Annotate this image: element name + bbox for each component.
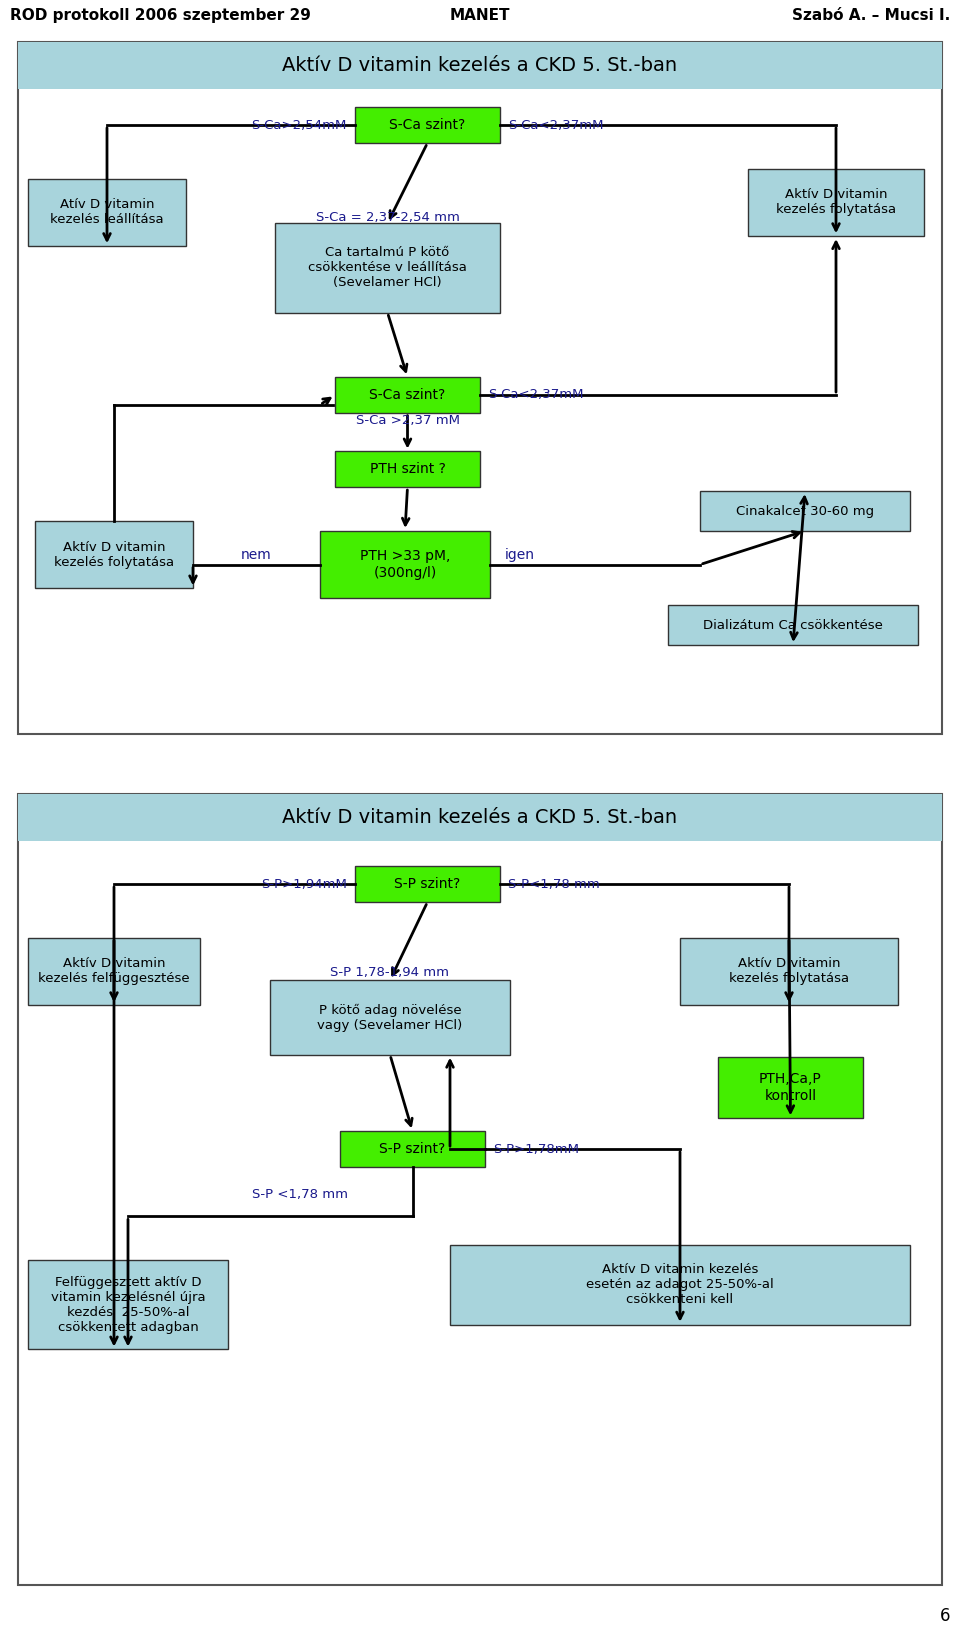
FancyBboxPatch shape — [18, 794, 942, 841]
Text: S-P>1,94mM: S-P>1,94mM — [261, 877, 347, 890]
Text: S-P>1,78mM: S-P>1,78mM — [493, 1142, 579, 1155]
Text: S-Ca<2,37mM: S-Ca<2,37mM — [488, 389, 584, 402]
Text: Aktív D vitamin
kezelés folytatása: Aktív D vitamin kezelés folytatása — [776, 189, 896, 216]
Bar — [18, 794, 942, 1585]
Text: Aktív D vitamin kezelés a CKD 5. St.-ban: Aktív D vitamin kezelés a CKD 5. St.-ban — [282, 809, 678, 827]
Text: Cinakalcet 30-60 mg: Cinakalcet 30-60 mg — [736, 504, 874, 517]
FancyBboxPatch shape — [450, 1245, 910, 1324]
Text: S-Ca szint?: S-Ca szint? — [370, 387, 445, 402]
FancyBboxPatch shape — [28, 937, 200, 1005]
Text: PTH,Ca,P
kontroll: PTH,Ca,P kontroll — [759, 1072, 822, 1103]
Text: Atív D vitamin
kezelés leállítása: Atív D vitamin kezelés leállítása — [50, 198, 164, 226]
Text: 6: 6 — [940, 1607, 950, 1625]
Text: nem: nem — [241, 548, 272, 561]
Bar — [18, 42, 942, 734]
Text: PTH szint ?: PTH szint ? — [370, 462, 445, 477]
Text: S-P <1,78 mm: S-P <1,78 mm — [252, 1188, 348, 1201]
Text: S-Ca >2,37 mM: S-Ca >2,37 mM — [355, 415, 460, 428]
FancyBboxPatch shape — [700, 491, 910, 530]
Text: igen: igen — [505, 548, 535, 561]
Text: MANET: MANET — [449, 8, 511, 23]
FancyBboxPatch shape — [340, 1131, 485, 1167]
FancyBboxPatch shape — [335, 451, 480, 486]
Text: S-P szint?: S-P szint? — [395, 877, 461, 892]
FancyBboxPatch shape — [668, 605, 918, 644]
Text: S-Ca<2,37mM: S-Ca<2,37mM — [508, 119, 604, 132]
FancyBboxPatch shape — [320, 530, 490, 599]
Text: PTH >33 pM,
(300ng/l): PTH >33 pM, (300ng/l) — [360, 550, 450, 579]
FancyBboxPatch shape — [35, 521, 193, 589]
FancyBboxPatch shape — [335, 377, 480, 413]
FancyBboxPatch shape — [28, 179, 186, 246]
Text: S-P<1,78 mm: S-P<1,78 mm — [508, 877, 600, 890]
FancyBboxPatch shape — [270, 981, 510, 1054]
FancyBboxPatch shape — [18, 42, 942, 89]
FancyBboxPatch shape — [718, 1058, 863, 1118]
Text: S-Ca>2,54mM: S-Ca>2,54mM — [252, 119, 347, 132]
Text: ROD protokoll 2006 szeptember 29: ROD protokoll 2006 szeptember 29 — [10, 8, 311, 23]
Text: S-P szint?: S-P szint? — [379, 1142, 445, 1157]
Text: S-Ca = 2,37-2,54 mm: S-Ca = 2,37-2,54 mm — [316, 212, 460, 225]
FancyBboxPatch shape — [680, 937, 898, 1005]
Text: P kötő adag növelése
vagy (Sevelamer HCl): P kötő adag növelése vagy (Sevelamer HCl… — [318, 1004, 463, 1032]
Text: Aktív D vitamin
kezelés folytatása: Aktív D vitamin kezelés folytatása — [54, 540, 174, 569]
FancyBboxPatch shape — [355, 866, 500, 901]
Text: Felfüggesztett aktív D
vitamin kezelésnél újra
kezdés  25-50%-al
csökkentett ada: Felfüggesztett aktív D vitamin kezelésné… — [51, 1276, 205, 1334]
Text: Ca tartalmú P kötő
csökkentése v leállítása
(Sevelamer HCl): Ca tartalmú P kötő csökkentése v leállít… — [308, 246, 467, 290]
Text: Aktív D vitamin
kezelés folytatása: Aktív D vitamin kezelés folytatása — [729, 957, 849, 986]
FancyBboxPatch shape — [28, 1261, 228, 1349]
Text: Aktív D vitamin kezelés
esetén az adagot 25-50%-al
csökkenteni kell: Aktív D vitamin kezelés esetén az adagot… — [587, 1264, 774, 1306]
Text: Dializátum Ca csökkentése: Dializátum Ca csökkentése — [703, 618, 883, 631]
Text: Aktív D vitamin
kezelés felfüggesztése: Aktív D vitamin kezelés felfüggesztése — [38, 957, 190, 986]
Text: S-P 1,78-1,94 mm: S-P 1,78-1,94 mm — [330, 966, 449, 979]
Text: S-Ca szint?: S-Ca szint? — [390, 119, 466, 132]
Text: Aktív D vitamin kezelés a CKD 5. St.-ban: Aktív D vitamin kezelés a CKD 5. St.-ban — [282, 55, 678, 75]
FancyBboxPatch shape — [355, 107, 500, 143]
FancyBboxPatch shape — [748, 169, 924, 236]
FancyBboxPatch shape — [275, 223, 500, 312]
Text: Szabó A. – Mucsi I.: Szabó A. – Mucsi I. — [792, 8, 950, 23]
